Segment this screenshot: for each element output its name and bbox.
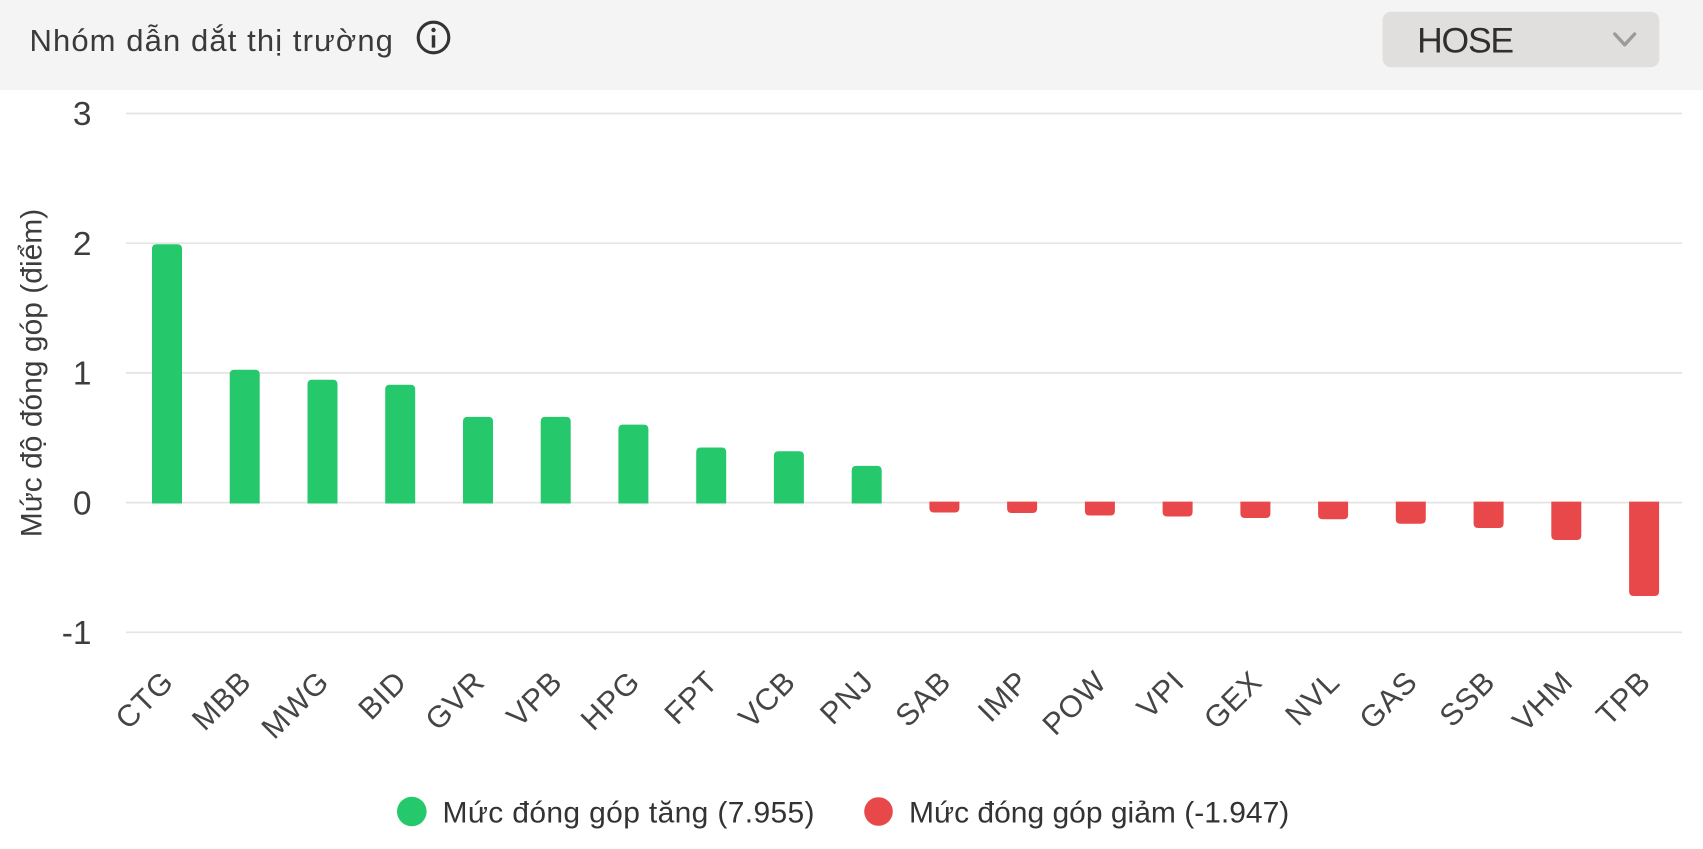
- svg-text:Mức độ đóng góp (điểm): Mức độ đóng góp (điểm): [16, 209, 49, 538]
- svg-text:2: 2: [73, 226, 92, 263]
- svg-text:Mức đóng góp tăng (7.955): Mức đóng góp tăng (7.955): [443, 797, 815, 830]
- svg-text:HOSE: HOSE: [1417, 21, 1513, 61]
- svg-text:3: 3: [73, 96, 92, 133]
- svg-text:0: 0: [73, 485, 92, 522]
- svg-text:-1: -1: [62, 615, 92, 652]
- svg-text:Nhóm dẫn dắt thị trường: Nhóm dẫn dắt thị trường: [30, 23, 395, 58]
- svg-text:1: 1: [73, 356, 92, 393]
- svg-text:Mức đóng góp giảm (-1.947): Mức đóng góp giảm (-1.947): [909, 797, 1289, 830]
